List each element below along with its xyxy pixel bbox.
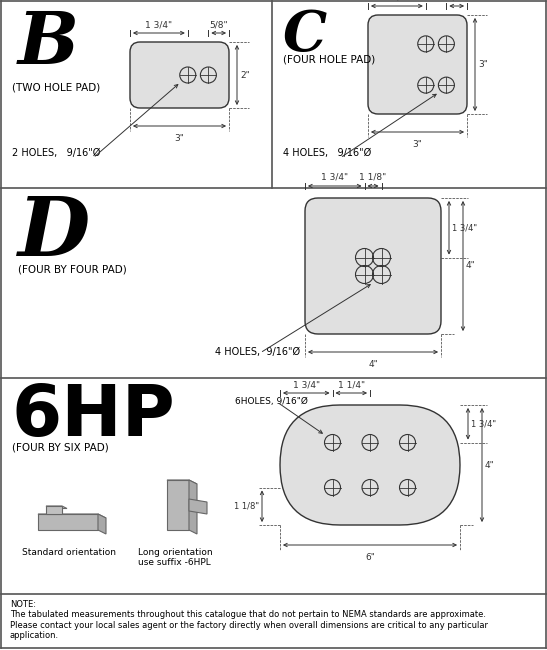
Text: (FOUR HOLE PAD): (FOUR HOLE PAD)	[283, 55, 375, 65]
Polygon shape	[189, 480, 197, 534]
Text: 2 HOLES,   9/16"Ø: 2 HOLES, 9/16"Ø	[12, 148, 101, 158]
Text: Standard orientation: Standard orientation	[22, 548, 116, 557]
Text: 1 3/4": 1 3/4"	[383, 0, 410, 2]
Text: 3": 3"	[478, 60, 488, 69]
Text: 4": 4"	[466, 261, 476, 270]
Polygon shape	[189, 499, 207, 514]
Text: 4": 4"	[485, 460, 494, 469]
Polygon shape	[98, 514, 106, 534]
Text: 1 3/4": 1 3/4"	[471, 419, 496, 428]
Text: 4": 4"	[368, 360, 378, 369]
Text: 6": 6"	[365, 553, 375, 562]
Text: 1 1/4": 1 1/4"	[337, 380, 365, 389]
Text: NOTE:
The tabulated measurements throughout this catalogue that do not pertain t: NOTE: The tabulated measurements through…	[10, 600, 488, 640]
Polygon shape	[38, 514, 98, 530]
Text: 5/8": 5/8"	[210, 20, 228, 29]
FancyBboxPatch shape	[280, 405, 460, 525]
Polygon shape	[46, 506, 62, 514]
Text: D: D	[18, 193, 90, 273]
FancyBboxPatch shape	[368, 15, 467, 114]
Text: 4 HOLES,   9/16"Ø: 4 HOLES, 9/16"Ø	[283, 148, 371, 158]
Text: 4 HOLES,  9/16"Ø: 4 HOLES, 9/16"Ø	[215, 347, 300, 357]
Text: (FOUR BY FOUR PAD): (FOUR BY FOUR PAD)	[18, 265, 127, 275]
Polygon shape	[38, 514, 106, 518]
Text: 1 3/4": 1 3/4"	[452, 223, 477, 232]
Text: 2": 2"	[240, 70, 250, 79]
Text: (FOUR BY SIX PAD): (FOUR BY SIX PAD)	[12, 442, 109, 452]
FancyBboxPatch shape	[305, 198, 441, 334]
Text: 1 1/8": 1 1/8"	[234, 502, 259, 511]
FancyBboxPatch shape	[130, 42, 229, 108]
Text: Long orientation
use suffix -6HPL: Long orientation use suffix -6HPL	[138, 548, 213, 567]
Polygon shape	[167, 480, 189, 530]
Polygon shape	[46, 506, 67, 508]
Text: 3": 3"	[412, 140, 422, 149]
Text: 1 3/4": 1 3/4"	[293, 380, 320, 389]
Text: B: B	[18, 8, 79, 79]
Polygon shape	[167, 480, 197, 484]
Text: 3": 3"	[174, 134, 184, 143]
Text: 1 3/4": 1 3/4"	[321, 173, 348, 182]
Text: 6HOLES, 9/16"Ø: 6HOLES, 9/16"Ø	[235, 397, 308, 406]
Text: C: C	[283, 8, 327, 63]
Text: 5/8": 5/8"	[447, 0, 466, 2]
Text: (TWO HOLE PAD): (TWO HOLE PAD)	[12, 82, 100, 92]
Text: 6HP: 6HP	[12, 382, 176, 451]
Text: 1 1/8": 1 1/8"	[359, 173, 387, 182]
Text: 1 3/4": 1 3/4"	[146, 20, 172, 29]
